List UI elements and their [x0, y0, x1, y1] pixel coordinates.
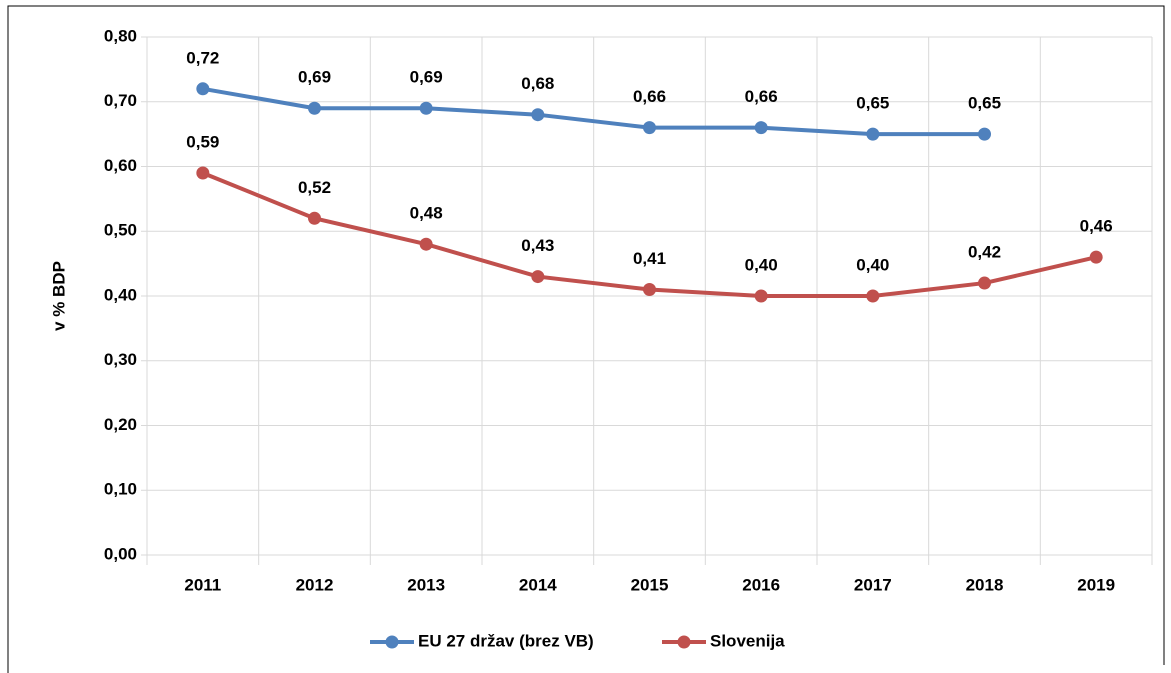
- data-label: 0,66: [633, 87, 666, 106]
- data-label: 0,40: [745, 255, 778, 274]
- x-tick-label: 2014: [519, 575, 557, 594]
- point: [308, 211, 321, 225]
- point: [531, 270, 545, 284]
- data-label: 0,43: [521, 236, 554, 255]
- point: [978, 276, 991, 290]
- data-label: 0,41: [633, 249, 666, 268]
- frame: [7, 5, 1165, 673]
- data-label: 0,48: [410, 204, 443, 223]
- point: [866, 127, 880, 141]
- data-label: 0,69: [298, 68, 331, 87]
- y-tick-label: 0,00: [104, 544, 137, 563]
- point: [419, 101, 433, 115]
- legend-marker: [677, 635, 691, 649]
- point: [978, 127, 991, 141]
- series-line: [202, 86, 985, 137]
- x-tick-label: 2017: [854, 575, 892, 594]
- point: [1089, 250, 1103, 264]
- point: [196, 82, 210, 96]
- point: [308, 101, 321, 115]
- y-tick-label: 0,60: [104, 156, 137, 175]
- point: [196, 166, 210, 180]
- data-label: 0,59: [186, 132, 219, 151]
- point: [643, 121, 656, 135]
- x-tick-label: 2018: [966, 575, 1004, 594]
- y-tick-label: 0,70: [104, 91, 137, 110]
- data-label: 0,42: [968, 243, 1001, 262]
- legend-label: EU 27 držav (brez VB): [418, 631, 594, 650]
- y-tick-label: 0,50: [104, 221, 137, 240]
- data-label: 0,52: [298, 178, 331, 197]
- x-tick-label: 2012: [296, 575, 334, 594]
- legend-marker: [385, 635, 399, 649]
- x-tick-label: 2016: [742, 575, 780, 594]
- data-label: 0,65: [856, 94, 889, 113]
- y-tick-label: 0,30: [104, 350, 137, 369]
- point: [531, 108, 545, 122]
- data-label: 0,40: [856, 255, 889, 274]
- data-label: 0,72: [186, 48, 219, 67]
- point: [419, 237, 433, 251]
- legend-label: Slovenija: [710, 631, 785, 650]
- x-tick-label: 2019: [1077, 575, 1115, 594]
- y-tick-label: 0,20: [104, 415, 137, 434]
- y-tick-label: 0,10: [104, 480, 137, 499]
- point: [754, 289, 768, 303]
- data-label: 0,69: [410, 68, 443, 87]
- point: [866, 289, 880, 303]
- data-label: 0,65: [968, 94, 1001, 113]
- data-label: 0,66: [745, 87, 778, 106]
- x-tick-label: 2011: [184, 575, 221, 594]
- y-axis-label: v % BDP: [49, 261, 68, 331]
- x-tick-label: 2015: [631, 575, 669, 594]
- series-line: [202, 171, 1097, 298]
- point: [643, 283, 656, 297]
- point: [754, 121, 768, 135]
- x-tick-label: 2013: [407, 575, 445, 594]
- data-label: 0,46: [1080, 217, 1113, 236]
- y-tick-label: 0,80: [104, 26, 137, 45]
- data-label: 0,68: [521, 74, 554, 93]
- y-tick-label: 0,40: [104, 285, 137, 304]
